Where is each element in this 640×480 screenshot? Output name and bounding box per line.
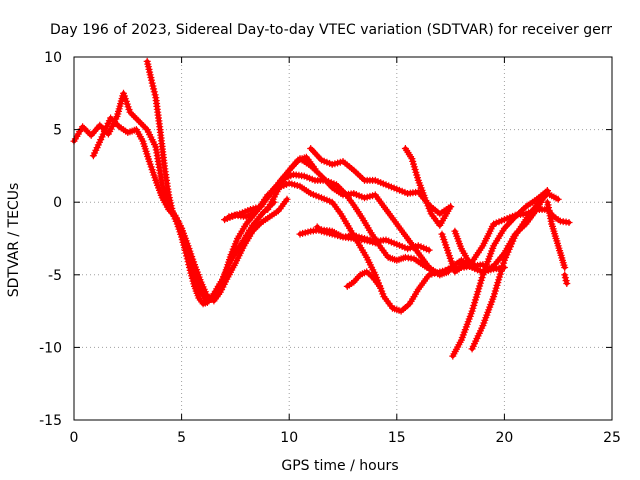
- y-tick-label: -10: [39, 340, 62, 356]
- series-trace-16: [457, 206, 573, 269]
- x-tick-label: 5: [177, 430, 186, 446]
- chart-title: Day 196 of 2023, Sidereal Day-to-day VTE…: [50, 22, 612, 38]
- series-trace-3: [143, 57, 278, 308]
- x-axis-label: GPS time / hours: [281, 458, 398, 474]
- y-axis-label: SDTVAR / TECUs: [6, 183, 22, 298]
- series-trace-11: [401, 145, 455, 229]
- x-tick-label: 0: [70, 430, 79, 446]
- y-tick-label: 10: [44, 50, 62, 66]
- axis-ticks: [73, 56, 613, 421]
- series-markers: [401, 145, 455, 229]
- series-markers: [343, 268, 384, 290]
- series-markers: [143, 57, 278, 308]
- series-trace-9: [313, 223, 379, 247]
- y-tick-label: 0: [53, 195, 62, 211]
- series-markers: [561, 271, 571, 287]
- series-trace-10: [343, 268, 384, 290]
- series-markers: [313, 223, 379, 247]
- series-trace-17: [543, 198, 569, 271]
- x-tick-label: 20: [495, 430, 513, 446]
- y-tick-label: 5: [53, 123, 62, 139]
- x-tick-labels: 0 5 10 15 20 25: [70, 430, 621, 446]
- plot-frame: [73, 56, 613, 421]
- series-markers: [457, 206, 573, 269]
- grid-lines: [74, 57, 612, 420]
- y-tick-label: -15: [39, 413, 62, 429]
- x-tick-label: 25: [603, 430, 621, 446]
- x-tick-label: 15: [388, 430, 406, 446]
- y-tick-label: -5: [48, 268, 62, 284]
- data-traces: [70, 57, 573, 360]
- series-trace-18: [561, 271, 571, 287]
- series-trace-15: [451, 187, 551, 276]
- series-markers: [543, 198, 569, 271]
- x-tick-label: 10: [280, 430, 298, 446]
- y-tick-labels: -15 -10 -5 0 5 10: [39, 50, 62, 429]
